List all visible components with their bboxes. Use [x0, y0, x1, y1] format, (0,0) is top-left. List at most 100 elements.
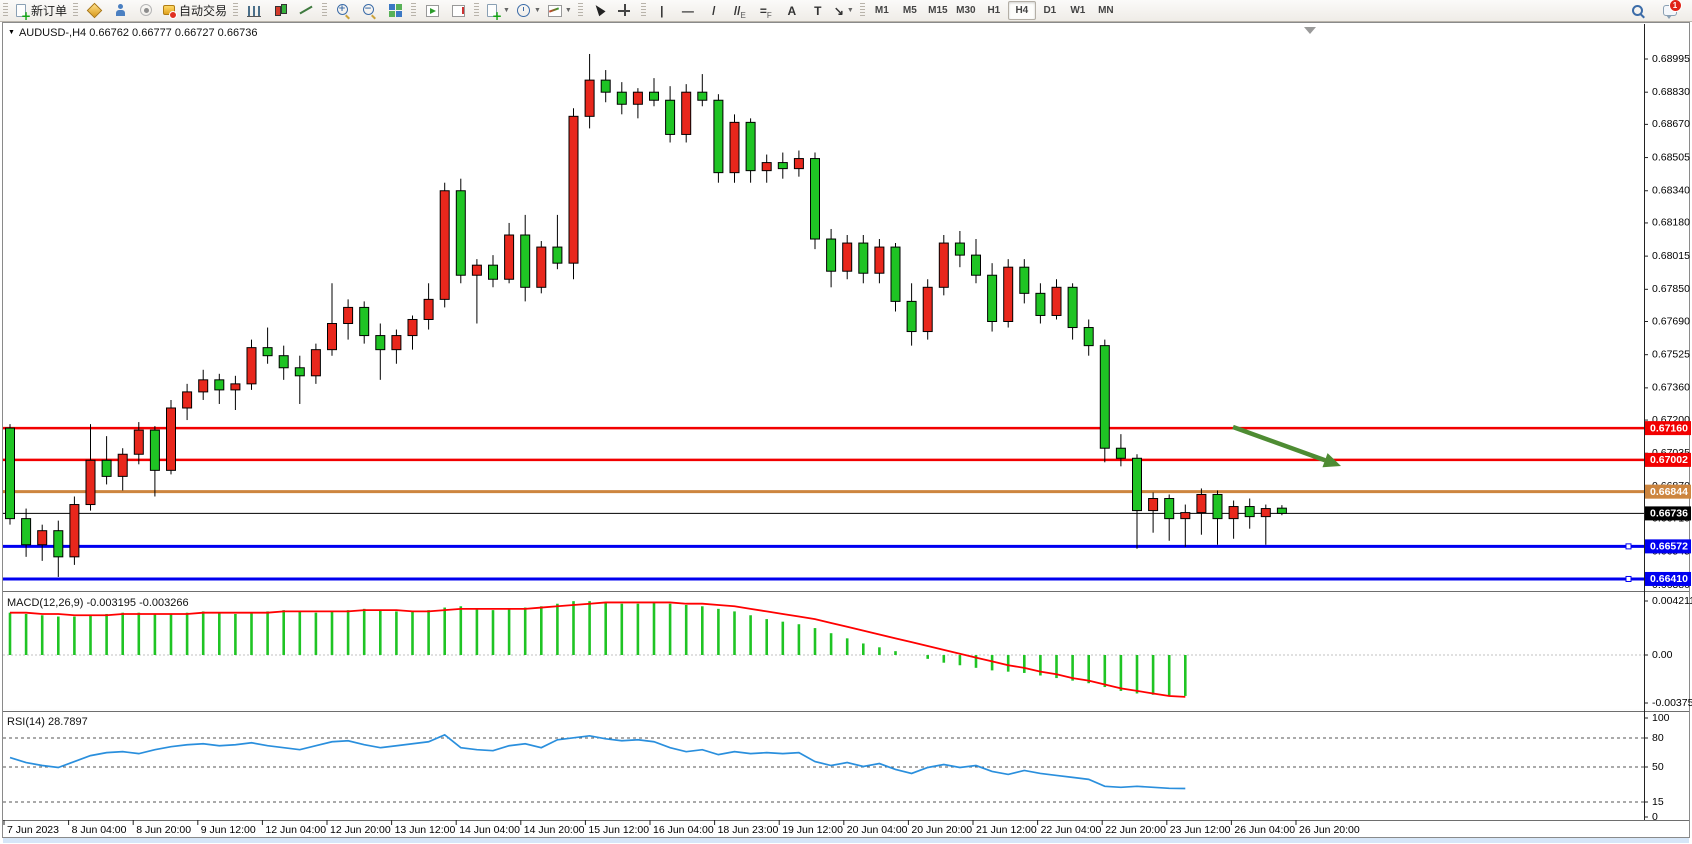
candle-body [649, 91, 659, 101]
timeframe-m1-button[interactable]: M1 [874, 5, 889, 16]
timeframe-m30-button[interactable]: M30 [956, 5, 976, 16]
time-label: 21 Jun 12:00 [976, 824, 1037, 836]
candle-body [1083, 327, 1094, 347]
rsi-line [9, 733, 1186, 790]
candles-icon [273, 3, 288, 18]
toolbar-grip [474, 3, 480, 18]
crosshair-icon [617, 3, 632, 18]
trendline-button[interactable]: / [701, 1, 727, 21]
autotrading-button[interactable]: 自动交易 [159, 1, 230, 21]
macd-tick-label: -0.003755 [1652, 697, 1692, 709]
bar-chart-button[interactable] [241, 1, 267, 21]
candle-body [327, 323, 337, 351]
candle-body [600, 79, 611, 93]
new-order-button[interactable]: 新订单 [11, 1, 70, 22]
fibonacci-button[interactable]: = F [753, 1, 779, 21]
candle-body [471, 264, 482, 276]
support-blue-1-price-label-box [1645, 539, 1691, 554]
search-button[interactable] [1624, 1, 1650, 21]
signals-button[interactable] [133, 1, 159, 21]
candle-body [359, 306, 370, 337]
accounts-button[interactable] [107, 1, 133, 21]
horizontal-line-button-glyph: — [681, 3, 694, 18]
timeframe-m15-button[interactable]: M15 [928, 5, 948, 16]
line-icon [299, 3, 314, 18]
chart-menu-triangle-icon[interactable]: ▼ [8, 29, 15, 36]
vertical-line-button-glyph: | [660, 3, 664, 18]
equidistant-channel-button-sub-label: E [740, 10, 746, 20]
timeframe-d1-button[interactable]: D1 [1043, 5, 1057, 16]
toolbar-grip [322, 3, 328, 18]
timeframe-toolbar: M1 M5 M15 M30 H1 H4 D1 W1 MN [857, 1, 1120, 21]
equidistant-channel-button[interactable]: //E [727, 1, 753, 21]
text-button[interactable]: A [779, 1, 805, 21]
new-chart-button[interactable]: ▼ [482, 1, 513, 22]
window-bottom-edge [3, 838, 1689, 843]
cursor-button[interactable] [586, 1, 612, 21]
candle-body [439, 190, 450, 300]
candle-body [246, 347, 257, 385]
candle-body [922, 286, 933, 333]
chevron-down-icon[interactable]: ▼ [533, 7, 541, 14]
chevron-down-icon[interactable]: ▼ [846, 7, 854, 14]
candle-body [1276, 507, 1287, 514]
horizontal-line-button[interactable]: — [675, 1, 701, 21]
toolbar: 新订单 自动交易 ▼ ▼ ▼ | — ///E=FAT↘▼ M1 M5 M15 M30 H1 H4 D1 W… [0, 0, 1692, 22]
candle-body [1148, 498, 1159, 512]
time-label: 12 Jun 20:00 [330, 824, 391, 836]
candle-body [745, 121, 756, 172]
candle-body [1132, 457, 1142, 512]
trend-arrow-shaft [1232, 424, 1326, 463]
toolbar-grip [3, 3, 8, 18]
candle-body [1067, 286, 1078, 329]
zoom-in-button[interactable] [330, 1, 356, 21]
price-tick-label: 0.67850 [1652, 283, 1690, 295]
price-tick-label: 0.68015 [1652, 250, 1690, 262]
notifications-button[interactable]: 1 [1656, 0, 1682, 21]
doc-plus-icon [485, 3, 502, 22]
timeframe-m5-button[interactable]: M5 [902, 5, 917, 16]
auto-scroll-button[interactable] [419, 1, 445, 21]
arrows-button[interactable]: ↘ ▼ [831, 1, 857, 21]
timeframe-w1-button[interactable]: W1 [1070, 5, 1086, 16]
candle-body [858, 242, 869, 274]
time-label: 26 Jun 04:00 [1234, 824, 1295, 836]
time-label: 19 Jun 12:00 [782, 824, 843, 836]
template-button[interactable]: ▼ [544, 1, 575, 21]
chart-shift-button[interactable] [445, 1, 471, 21]
time-label: 12 Jun 04:00 [265, 824, 326, 836]
time-label: 15 Jun 12:00 [588, 824, 649, 836]
candle-body [584, 79, 595, 117]
market-depth-button[interactable] [81, 1, 107, 21]
toolbar-right: 1 [1624, 0, 1692, 21]
zoom-out-button[interactable] [356, 1, 382, 21]
line-chart-button[interactable] [293, 1, 319, 21]
crosshair-button[interactable] [612, 1, 638, 21]
person-icon [113, 3, 128, 18]
clock-icon [516, 3, 531, 18]
time-label: 8 Jun 04:00 [72, 824, 127, 836]
vertical-line-button[interactable]: | [649, 1, 675, 21]
chevron-down-icon[interactable]: ▼ [564, 7, 572, 14]
candle-body [1164, 498, 1175, 520]
timeframe-h4-button[interactable]: H4 [1007, 1, 1036, 20]
candle-body [793, 158, 804, 170]
time-label: 20 Jun 04:00 [847, 824, 908, 836]
time-label: 14 Jun 20:00 [524, 824, 585, 836]
candle-body [230, 383, 241, 391]
candlestick-chart-button[interactable] [267, 1, 293, 21]
doc-plus-icon [14, 3, 31, 22]
candle-body [1115, 447, 1126, 459]
timeframe-h1-button[interactable]: H1 [987, 5, 1001, 16]
period-button[interactable]: ▼ [513, 1, 544, 21]
candle-body [938, 242, 949, 288]
text-label-button[interactable]: T [805, 1, 831, 21]
chevron-down-icon[interactable]: ▼ [503, 7, 510, 14]
time-label: 7 Jun 2023 [7, 824, 59, 836]
tile-windows-button[interactable] [382, 1, 408, 21]
candle-body [1212, 493, 1223, 520]
timeframe-mn-button[interactable]: MN [1098, 5, 1114, 16]
price-tick-label: 0.68505 [1652, 151, 1690, 163]
